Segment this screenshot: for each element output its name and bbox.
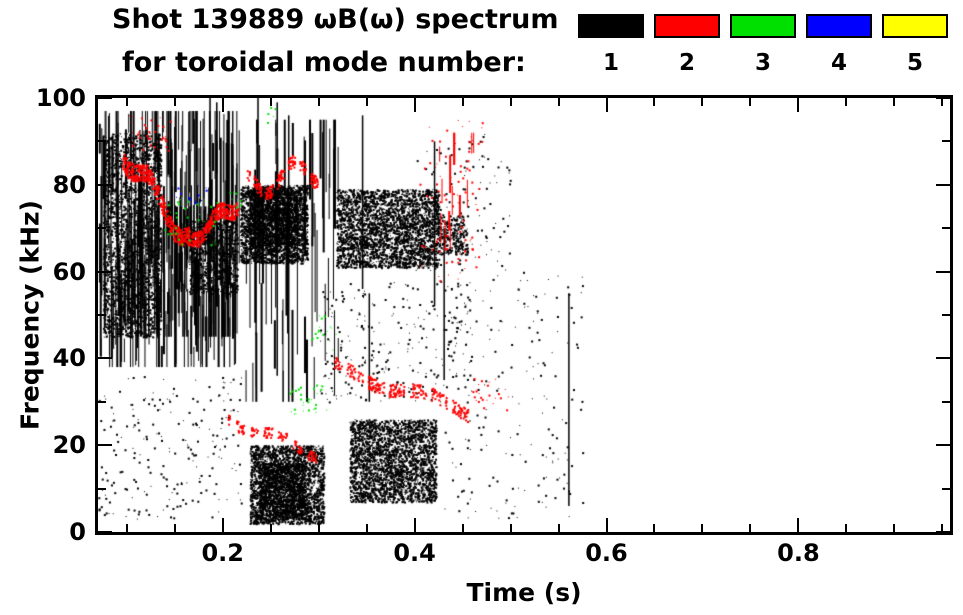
legend-label-n5: 5 [906, 50, 923, 76]
axis-tick [653, 524, 656, 532]
axis-tick [269, 98, 272, 106]
axis-tick [797, 518, 800, 532]
legend-label-n2: 2 [678, 50, 695, 76]
axis-tick [98, 227, 106, 230]
axis-tick [98, 400, 106, 403]
axis-tick [936, 270, 950, 273]
axis-tick [936, 357, 950, 360]
axis-tick [797, 98, 800, 112]
axis-tick [98, 270, 112, 273]
axis-tick [98, 140, 106, 143]
axis-tick [98, 531, 112, 533]
legend-label-n4: 4 [830, 50, 847, 76]
y-tick-label: 40 [52, 344, 86, 373]
axis-tick [98, 97, 112, 99]
plot-title: Shot 139889 ωB(ω) spectrum [112, 4, 559, 35]
legend-swatch-n2 [654, 14, 720, 38]
spectrogram-canvas [98, 98, 950, 532]
legend-swatch-n3 [730, 14, 796, 38]
x-tick-label: 0.6 [585, 539, 628, 567]
legend-swatches [578, 14, 948, 38]
x-axis-label: Time (s) [466, 578, 582, 607]
axis-tick [413, 98, 416, 112]
axis-tick [653, 98, 656, 106]
axis-tick [749, 524, 752, 532]
axis-tick [701, 524, 704, 532]
axis-tick [557, 524, 560, 532]
axis-tick [936, 531, 950, 533]
y-tick-label: 0 [69, 518, 86, 546]
legend-swatch-n1 [578, 14, 644, 38]
axis-tick [936, 444, 950, 447]
plot-subtitle: for toroidal mode number: [122, 47, 526, 78]
legend-swatch-n5 [882, 14, 948, 38]
axis-tick [893, 98, 896, 106]
axis-tick [173, 524, 176, 532]
axis-tick [98, 444, 112, 447]
axis-tick [942, 227, 950, 230]
axis-tick [942, 400, 950, 403]
axis-tick [701, 98, 704, 106]
axis-tick [365, 98, 368, 106]
axis-tick [317, 524, 320, 532]
axis-tick [845, 524, 848, 532]
axis-tick [941, 524, 944, 532]
legend-label-n1: 1 [602, 50, 619, 76]
axis-tick [605, 98, 608, 112]
legend-label-n3: 3 [754, 50, 771, 76]
axis-tick [461, 98, 464, 106]
axis-tick [365, 524, 368, 532]
axis-tick [845, 98, 848, 106]
x-tick-label: 0.4 [393, 539, 436, 567]
plot-frame [95, 95, 953, 535]
axis-tick [269, 524, 272, 532]
axis-tick [942, 140, 950, 143]
axis-tick [98, 357, 112, 360]
x-tick-label: 0.8 [777, 539, 820, 567]
axis-tick [936, 183, 950, 186]
axis-tick [98, 314, 106, 316]
axis-tick [509, 98, 512, 106]
axis-tick [98, 183, 112, 186]
y-tick-label: 100 [35, 84, 86, 112]
y-tick-label: 20 [52, 431, 86, 460]
legend-swatch-n4 [806, 14, 872, 38]
x-tick-label: 0.2 [201, 539, 244, 567]
axis-tick [749, 98, 752, 106]
axis-tick [509, 524, 512, 532]
axis-tick [557, 98, 560, 106]
axis-tick [125, 524, 128, 532]
axis-tick [936, 97, 950, 99]
y-tick-label: 60 [52, 257, 86, 286]
axis-tick [98, 487, 106, 490]
axis-tick [221, 98, 224, 112]
axis-tick [893, 524, 896, 532]
axis-tick [941, 98, 944, 106]
axis-tick [221, 518, 224, 532]
axis-tick [317, 98, 320, 106]
axis-tick [942, 487, 950, 490]
axis-tick [942, 314, 950, 316]
y-tick-label: 80 [52, 170, 86, 199]
y-axis-label: Frequency (kHz) [15, 200, 45, 430]
axis-tick [173, 98, 176, 106]
axis-tick [461, 524, 464, 532]
axis-tick [413, 518, 416, 532]
axis-tick [125, 98, 128, 106]
axis-tick [605, 518, 608, 532]
legend-labels: 1 2 3 4 5 [578, 50, 948, 76]
